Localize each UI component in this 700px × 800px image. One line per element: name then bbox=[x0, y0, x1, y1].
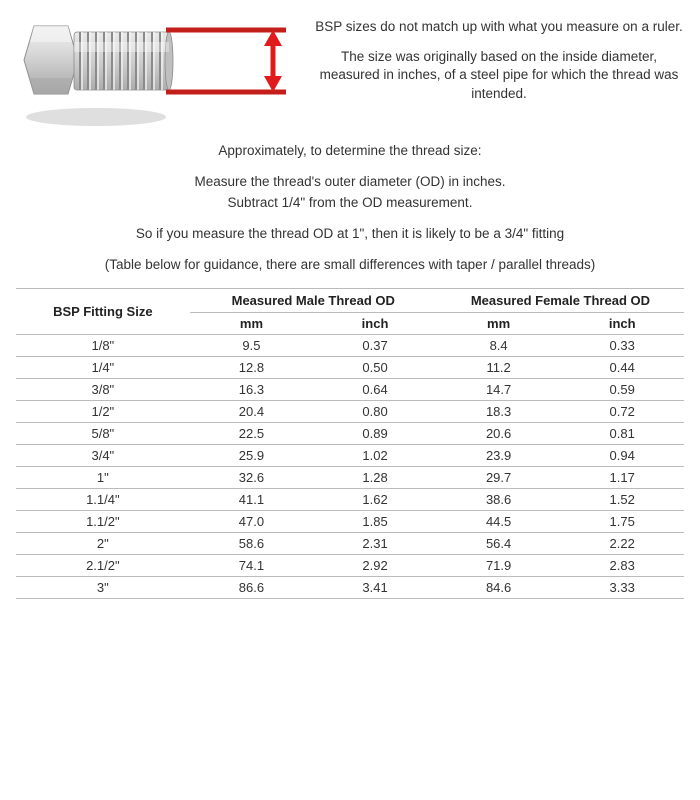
cell-size: 1/2" bbox=[16, 401, 190, 423]
cell-f_mm: 11.2 bbox=[437, 357, 561, 379]
table-row: 1"32.61.2829.71.17 bbox=[16, 467, 684, 489]
table-row: 2"58.62.3156.42.22 bbox=[16, 533, 684, 555]
fitting-diagram bbox=[16, 12, 306, 132]
cell-f_mm: 23.9 bbox=[437, 445, 561, 467]
cell-f_mm: 71.9 bbox=[437, 555, 561, 577]
cell-m_in: 1.02 bbox=[313, 445, 437, 467]
cell-f_in: 0.59 bbox=[560, 379, 684, 401]
cell-m_mm: 74.1 bbox=[190, 555, 314, 577]
cell-f_mm: 38.6 bbox=[437, 489, 561, 511]
cell-m_mm: 47.0 bbox=[190, 511, 314, 533]
cell-m_in: 2.92 bbox=[313, 555, 437, 577]
table-row: 3/4"25.91.0223.90.94 bbox=[16, 445, 684, 467]
table-row: 1.1/2"47.01.8544.51.75 bbox=[16, 511, 684, 533]
cell-f_mm: 44.5 bbox=[437, 511, 561, 533]
cell-f_in: 1.75 bbox=[560, 511, 684, 533]
cell-m_mm: 22.5 bbox=[190, 423, 314, 445]
cell-f_mm: 20.6 bbox=[437, 423, 561, 445]
cell-f_in: 0.81 bbox=[560, 423, 684, 445]
cell-m_in: 0.37 bbox=[313, 335, 437, 357]
th-size: BSP Fitting Size bbox=[16, 289, 190, 335]
cell-m_mm: 16.3 bbox=[190, 379, 314, 401]
cell-m_in: 0.80 bbox=[313, 401, 437, 423]
cell-m_in: 1.85 bbox=[313, 511, 437, 533]
cell-f_in: 0.94 bbox=[560, 445, 684, 467]
cell-size: 1/4" bbox=[16, 357, 190, 379]
guide-step-1: Measure the thread's outer diameter (OD)… bbox=[16, 173, 684, 192]
cell-f_mm: 29.7 bbox=[437, 467, 561, 489]
cell-size: 3" bbox=[16, 577, 190, 599]
cell-f_mm: 8.4 bbox=[437, 335, 561, 357]
table-row: 2.1/2"74.12.9271.92.83 bbox=[16, 555, 684, 577]
cell-size: 1.1/4" bbox=[16, 489, 190, 511]
table-row: 1/4"12.80.5011.20.44 bbox=[16, 357, 684, 379]
th-male: Measured Male Thread OD bbox=[190, 289, 437, 313]
cell-size: 1.1/2" bbox=[16, 511, 190, 533]
cell-size: 2.1/2" bbox=[16, 555, 190, 577]
cell-f_in: 0.33 bbox=[560, 335, 684, 357]
cell-size: 2" bbox=[16, 533, 190, 555]
cell-m_mm: 9.5 bbox=[190, 335, 314, 357]
bsp-size-table: BSP Fitting Size Measured Male Thread OD… bbox=[16, 288, 684, 599]
cell-size: 1/8" bbox=[16, 335, 190, 357]
cell-m_mm: 20.4 bbox=[190, 401, 314, 423]
cell-m_in: 1.62 bbox=[313, 489, 437, 511]
od-arrow-icon bbox=[264, 30, 282, 92]
guide-step-2: Subtract 1/4" from the OD measurement. bbox=[16, 194, 684, 213]
intro-line-1: BSP sizes do not match up with what you … bbox=[314, 18, 684, 36]
guide-approx: Approximately, to determine the thread s… bbox=[16, 142, 684, 161]
cell-size: 5/8" bbox=[16, 423, 190, 445]
cell-f_in: 1.52 bbox=[560, 489, 684, 511]
intro-line-2: The size was originally based on the ins… bbox=[314, 48, 684, 103]
th-male-inch: inch bbox=[313, 313, 437, 335]
cell-m_mm: 41.1 bbox=[190, 489, 314, 511]
cell-m_mm: 58.6 bbox=[190, 533, 314, 555]
cell-f_mm: 56.4 bbox=[437, 533, 561, 555]
cell-m_in: 0.50 bbox=[313, 357, 437, 379]
cell-m_mm: 86.6 bbox=[190, 577, 314, 599]
cell-f_in: 1.17 bbox=[560, 467, 684, 489]
table-row: 5/8"22.50.8920.60.81 bbox=[16, 423, 684, 445]
table-row: 1/2"20.40.8018.30.72 bbox=[16, 401, 684, 423]
th-female-inch: inch bbox=[560, 313, 684, 335]
cell-f_in: 2.83 bbox=[560, 555, 684, 577]
cell-f_mm: 14.7 bbox=[437, 379, 561, 401]
cell-f_in: 0.72 bbox=[560, 401, 684, 423]
cell-m_in: 0.89 bbox=[313, 423, 437, 445]
cell-size: 3/8" bbox=[16, 379, 190, 401]
table-row: 3"86.63.4184.63.33 bbox=[16, 577, 684, 599]
table-row: 3/8"16.30.6414.70.59 bbox=[16, 379, 684, 401]
cell-m_mm: 12.8 bbox=[190, 357, 314, 379]
cell-f_in: 2.22 bbox=[560, 533, 684, 555]
cell-f_mm: 18.3 bbox=[437, 401, 561, 423]
cell-m_mm: 25.9 bbox=[190, 445, 314, 467]
th-male-mm: mm bbox=[190, 313, 314, 335]
cell-size: 3/4" bbox=[16, 445, 190, 467]
cell-m_in: 2.31 bbox=[313, 533, 437, 555]
cell-f_in: 0.44 bbox=[560, 357, 684, 379]
table-row: 1.1/4"41.11.6238.61.52 bbox=[16, 489, 684, 511]
guide-example: So if you measure the thread OD at 1", t… bbox=[16, 225, 684, 244]
th-female-mm: mm bbox=[437, 313, 561, 335]
cell-m_mm: 32.6 bbox=[190, 467, 314, 489]
cell-m_in: 3.41 bbox=[313, 577, 437, 599]
cell-f_in: 3.33 bbox=[560, 577, 684, 599]
cell-m_in: 0.64 bbox=[313, 379, 437, 401]
th-female: Measured Female Thread OD bbox=[437, 289, 684, 313]
table-note: (Table below for guidance, there are sma… bbox=[16, 256, 684, 275]
cell-f_mm: 84.6 bbox=[437, 577, 561, 599]
cell-size: 1" bbox=[16, 467, 190, 489]
table-row: 1/8"9.50.378.40.33 bbox=[16, 335, 684, 357]
cell-m_in: 1.28 bbox=[313, 467, 437, 489]
